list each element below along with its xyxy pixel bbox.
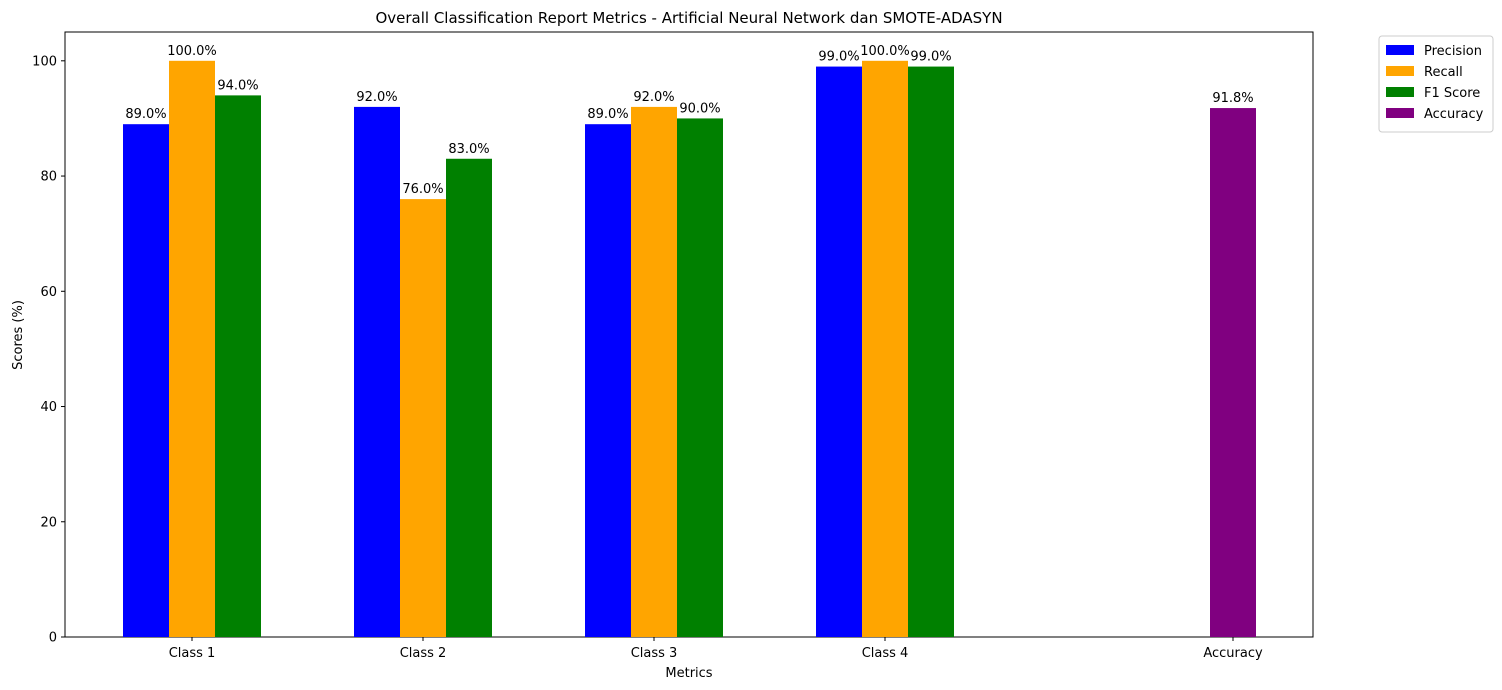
bar-precision-class-2 — [354, 106, 400, 637]
x-axis: Class 1 Class 2 Class 3 Class 4 Accuracy — [169, 637, 1263, 661]
y-tick-label: 60 — [40, 285, 57, 300]
legend-swatch-f1-score — [1386, 87, 1414, 97]
legend-label-f1-score: F1 Score — [1424, 86, 1480, 101]
legend-label-precision: Precision — [1424, 44, 1482, 59]
bar-recall-class-1 — [169, 60, 215, 638]
data-labels-layer: 89.0% 100.0% 94.0% 92.0% 76.0% 83.0% 89.0% 92.0… — [125, 44, 1253, 197]
y-tick-label: 20 — [40, 515, 57, 530]
data-label-f1-score-class-4: 99.0% — [910, 50, 951, 65]
legend: Precision Recall F1 Score Accuracy — [1378, 35, 1494, 133]
bar-recall-class-2 — [400, 199, 446, 637]
bar-precision-class-1 — [123, 124, 169, 637]
y-tick-label: 80 — [40, 170, 57, 185]
legend-swatch-precision — [1386, 45, 1414, 55]
bars-layer — [123, 60, 1256, 638]
bar-f1-score-class-4 — [908, 66, 954, 637]
y-axis-label: Scores (%) — [11, 300, 26, 370]
x-axis-label: Metrics — [665, 666, 712, 681]
data-label-recall-class-2: 76.0% — [402, 182, 443, 197]
bar-recall-class-4 — [862, 60, 908, 638]
bar-precision-class-4 — [816, 66, 862, 637]
data-label-precision-class-4: 99.0% — [818, 50, 859, 65]
x-tick-label: Class 4 — [862, 646, 909, 661]
data-label-f1-score-class-2: 83.0% — [448, 142, 489, 157]
y-tick-label: 0 — [49, 631, 57, 646]
bar-f1-score-class-2 — [446, 158, 492, 637]
legend-label-accuracy: Accuracy — [1424, 107, 1484, 122]
data-label-f1-score-class-3: 90.0% — [679, 101, 720, 116]
data-label-recall-class-4: 100.0% — [860, 44, 910, 59]
x-tick-label: Class 3 — [631, 646, 678, 661]
bar-f1-score-class-1 — [215, 95, 261, 637]
legend-label-recall: Recall — [1424, 65, 1463, 80]
x-tick-label: Class 1 — [169, 646, 216, 661]
data-label-recall-class-1: 100.0% — [167, 44, 217, 59]
data-label-precision-class-2: 92.0% — [356, 90, 397, 105]
bar-accuracy-accuracy — [1210, 108, 1256, 637]
legend-swatch-accuracy — [1386, 108, 1414, 118]
bar-precision-class-3 — [585, 124, 631, 637]
data-label-precision-class-3: 89.0% — [587, 107, 628, 122]
y-axis: 0 20 40 60 80 100 — [32, 54, 65, 646]
bar-f1-score-class-3 — [677, 118, 723, 638]
y-tick-label: 40 — [40, 400, 57, 415]
y-tick-label: 100 — [32, 54, 57, 69]
x-tick-label: Accuracy — [1203, 646, 1263, 661]
chart-title: Overall Classification Report Metrics - … — [375, 9, 1002, 27]
data-label-precision-class-1: 89.0% — [125, 107, 166, 122]
x-tick-label: Class 2 — [400, 646, 447, 661]
bar-recall-class-3 — [631, 106, 677, 637]
data-label-recall-class-3: 92.0% — [633, 90, 674, 105]
legend-swatch-recall — [1386, 66, 1414, 76]
data-label-accuracy-accuracy: 91.8% — [1212, 91, 1253, 106]
data-label-f1-score-class-1: 94.0% — [217, 78, 258, 93]
